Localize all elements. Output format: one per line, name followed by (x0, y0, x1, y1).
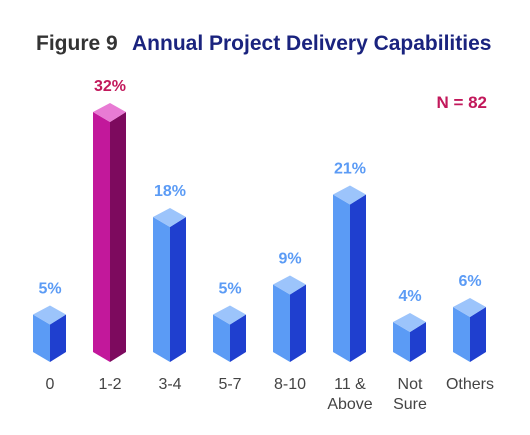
bars-group (33, 103, 486, 362)
bar-0 (33, 305, 66, 362)
bar-front-face (213, 314, 230, 362)
category-labels-group: 0 1-2 3-4 5-7 8-10 11 & Above Not Sure Others (46, 376, 494, 413)
bar-not-sure (393, 313, 426, 362)
category-label: 1-2 (98, 376, 121, 393)
value-label: 5% (218, 281, 241, 298)
category-label: 11 & Above (327, 376, 372, 413)
bar-top-face (333, 185, 366, 205)
bar-1-2 (93, 103, 126, 362)
category-label: 8-10 (274, 376, 306, 393)
bar-8-10 (273, 275, 306, 362)
category-label: 0 (46, 376, 55, 393)
category-label: Others (446, 376, 494, 393)
sample-size-label: N = 82 (436, 93, 487, 112)
bar-front-face (153, 217, 170, 362)
bar-side-face (50, 314, 66, 362)
value-labels-group: 5% 32% 18% 5% 9% 21% 4% 6% (38, 78, 481, 305)
value-label: 21% (334, 161, 366, 178)
bar-top-face (453, 298, 486, 317)
bar-front-face (453, 307, 470, 362)
category-label-line: 1-2 (98, 376, 121, 393)
bar-front-face (333, 194, 350, 362)
category-label-line: Sure (393, 396, 427, 413)
bar-front-face (33, 314, 50, 362)
bar-top-face (93, 103, 126, 122)
value-label: 32% (94, 78, 126, 95)
category-label-line: 8-10 (274, 376, 306, 393)
value-label: 18% (154, 183, 186, 200)
value-label: 4% (398, 288, 421, 305)
category-label-line: 0 (46, 376, 55, 393)
category-label-line: Others (446, 376, 494, 393)
bar-side-face (410, 322, 426, 362)
bar-front-face (93, 112, 110, 362)
value-label: 9% (278, 251, 301, 268)
bar-side-face (110, 112, 126, 362)
bar-top-face (213, 305, 246, 325)
bar-side-face (470, 307, 486, 362)
bar-front-face (273, 284, 290, 362)
category-label: Not Sure (393, 376, 427, 413)
bar-top-face (33, 305, 66, 325)
bar-side-face (350, 194, 366, 362)
bar-front-face (393, 322, 410, 362)
value-label: 5% (38, 281, 61, 298)
bar-others (453, 298, 486, 362)
category-label: 3-4 (158, 376, 181, 393)
bar-top-face (273, 275, 306, 295)
bar-3-4 (153, 208, 186, 362)
bar-side-face (170, 217, 186, 362)
figure-label: Figure 9 (36, 32, 118, 55)
bar-side-face (230, 314, 246, 362)
bar-11-above (333, 185, 366, 362)
chart-title: Annual Project Delivery Capabilities (132, 32, 491, 55)
category-label-line: 11 & (334, 376, 366, 393)
category-label-line: Not (398, 376, 423, 393)
category-label-line: 5-7 (218, 376, 241, 393)
bar-side-face (290, 284, 306, 362)
bar-top-face (393, 313, 426, 332)
category-label-line: 3-4 (158, 376, 181, 393)
category-label: 5-7 (218, 376, 241, 393)
value-label: 6% (458, 273, 481, 290)
bar-5-7 (213, 305, 246, 362)
bar-top-face (153, 208, 186, 227)
category-label-line: Above (327, 396, 372, 413)
